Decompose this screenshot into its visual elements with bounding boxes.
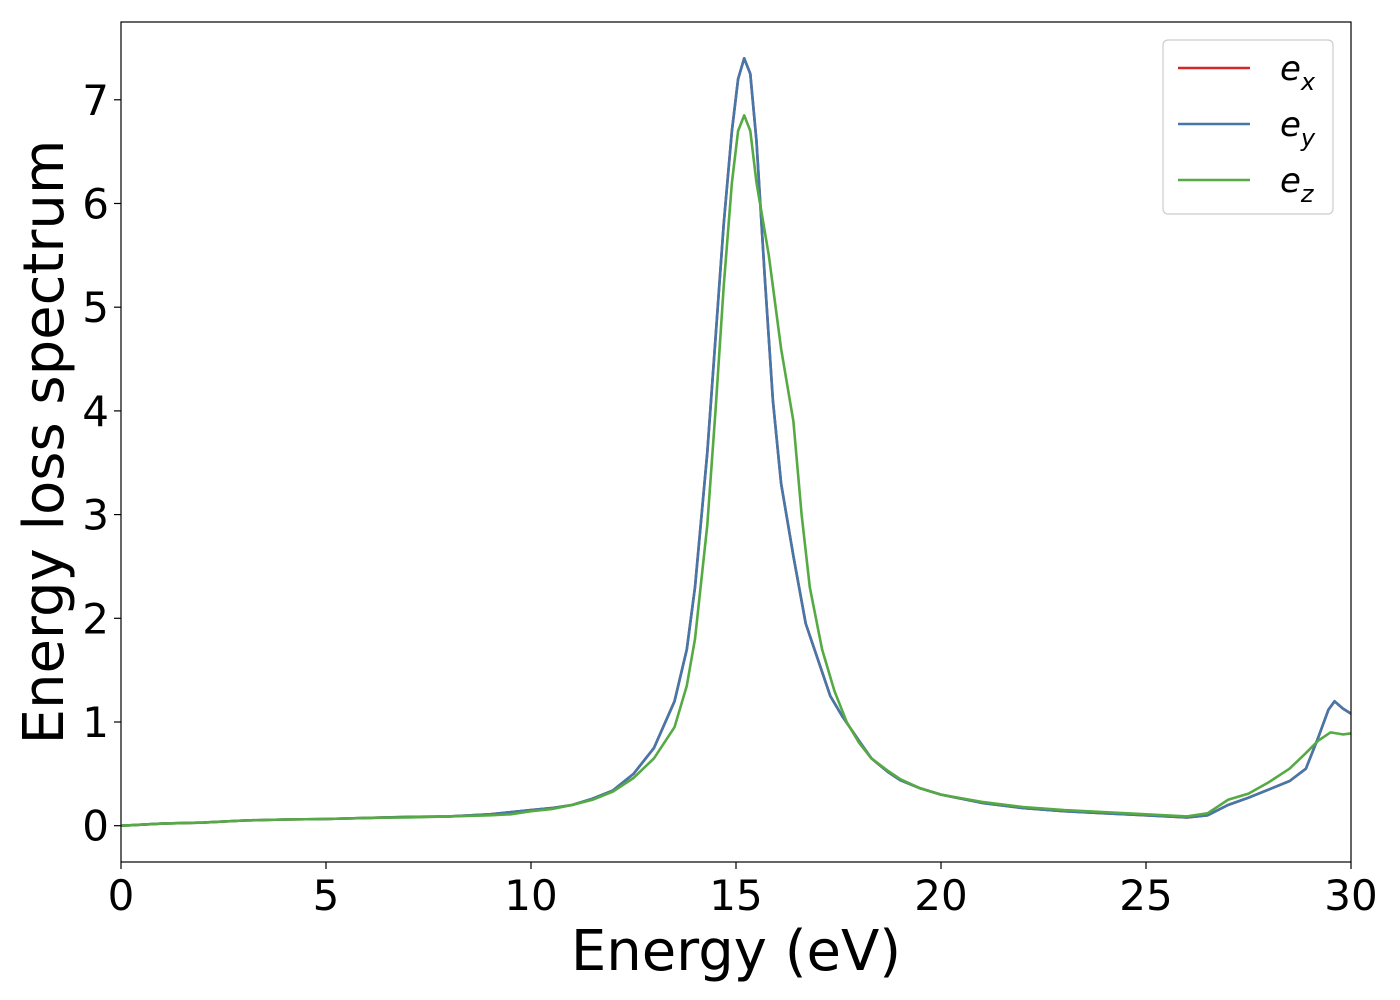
x-axis-label: Energy (eV)	[571, 919, 901, 984]
x-tick-label: 25	[1119, 871, 1172, 920]
x-tick-label: 10	[504, 871, 557, 920]
y-axis-label: Energy loss spectrum	[12, 140, 77, 745]
y-tick-label: 3	[82, 491, 109, 540]
y-axis: 0 1 2 3 4 5 6 7	[82, 76, 121, 851]
legend-label-e-y: ey	[1280, 105, 1316, 152]
x-tick-label: 0	[108, 871, 135, 920]
legend-label-e-z: ez	[1280, 161, 1315, 208]
legend-label-e-x: ex	[1280, 49, 1316, 96]
x-tick-label: 30	[1324, 871, 1377, 920]
y-tick-label: 2	[82, 594, 109, 643]
y-tick-label: 7	[82, 76, 109, 125]
plot-area	[121, 22, 1351, 862]
series-line-e-y	[121, 57, 1351, 827]
legend-box	[1162, 39, 1334, 215]
x-tick-label: 15	[709, 871, 762, 920]
x-tick-label: 20	[914, 871, 967, 920]
series-layer	[121, 57, 1351, 827]
y-tick-label: 1	[82, 698, 109, 747]
y-tick-label: 6	[82, 179, 109, 228]
legend: ex ey ez	[1162, 39, 1334, 215]
x-tick-label: 5	[313, 871, 340, 920]
y-tick-label: 0	[82, 802, 109, 851]
y-tick-label: 4	[82, 387, 109, 436]
x-axis: 0 5 10 15 20 25 30	[108, 862, 1378, 920]
series-line-e-z	[121, 114, 1351, 827]
y-tick-label: 5	[82, 283, 109, 332]
